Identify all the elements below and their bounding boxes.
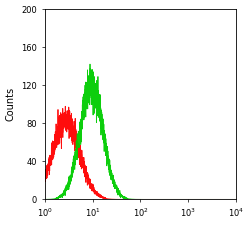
Y-axis label: Counts: Counts	[6, 87, 16, 121]
